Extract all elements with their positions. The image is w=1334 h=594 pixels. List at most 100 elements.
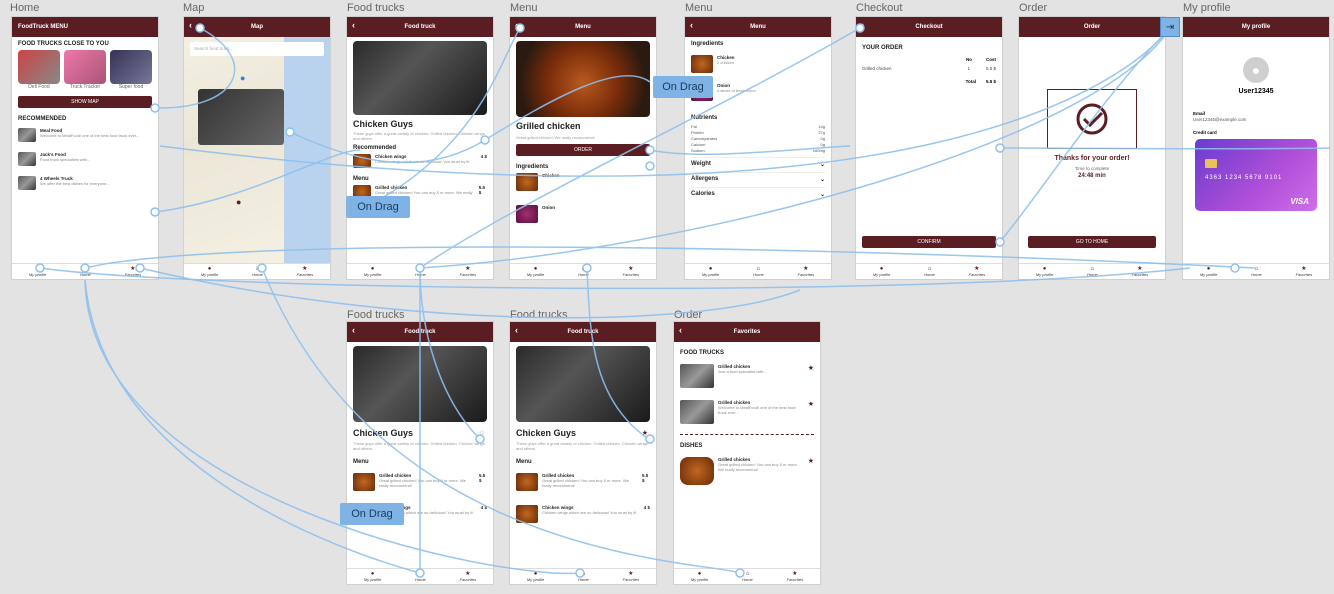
nav-profile[interactable]: ● My profile (1036, 266, 1053, 277)
nav-profile[interactable]: ● My profile (873, 266, 890, 277)
accordion-allergens[interactable]: Allergens ⌄ (691, 172, 825, 183)
dish-desc: Great grilled chicken! We really recomme… (516, 135, 595, 140)
nav-favorites[interactable]: ★ Favorites (787, 571, 803, 582)
nav-home[interactable]: ⌂ Home (742, 571, 753, 582)
nav-profile[interactable]: ● My profile (1200, 266, 1217, 277)
nav-favorites[interactable]: ★ Favorites (297, 266, 313, 277)
nav-profile[interactable]: ● My profile (691, 571, 708, 582)
nav-home[interactable]: ⌂ Home (252, 266, 263, 277)
nav-home[interactable]: ⌂ Home (1251, 266, 1262, 277)
back-icon[interactable]: ‹ (189, 20, 192, 30)
star-outline-icon[interactable]: ☆ (478, 430, 485, 437)
nav-profile[interactable]: ● My profile (29, 266, 46, 277)
truck-photo (353, 346, 487, 422)
back-icon[interactable]: ‹ (515, 325, 518, 335)
ingredient-name: Chicken (542, 173, 560, 179)
nav-label: My profile (526, 271, 545, 277)
nav-home[interactable]: ⌂ Home (578, 266, 589, 277)
nav-label: My profile (701, 271, 720, 277)
fav-dishes-heading: DISHES (680, 443, 703, 449)
map-pin-icon[interactable]: ● (240, 73, 246, 83)
order-item-qty: 1 (967, 66, 970, 71)
nav-favorites[interactable]: ★ Favorites (623, 266, 639, 277)
nav-favorites[interactable]: ★ Favorites (1296, 266, 1312, 277)
list-item[interactable]: Meal Food Welcome to MealFood! one of the… (18, 128, 152, 142)
back-icon[interactable]: ‹ (690, 20, 693, 30)
map-canvas[interactable]: Search food truck... ● ● (184, 37, 330, 263)
nav-home[interactable]: ⌂ Home (924, 266, 935, 277)
back-icon[interactable]: ‹ (352, 20, 355, 30)
nav-home[interactable]: ⌂ Home (1087, 266, 1098, 277)
star-filled-icon[interactable]: ★ (641, 430, 648, 437)
nav-home[interactable]: ⌂ Home (753, 266, 764, 277)
list-item[interactable]: 4 Wheels Truck We offer the best dishes f… (18, 176, 152, 190)
your-order-heading: YOUR ORDER (862, 45, 903, 51)
confirm-button[interactable]: CONFIRM (862, 236, 996, 248)
star-icon[interactable]: ★ (807, 401, 814, 408)
nav-favorites[interactable]: ★ Favorites (798, 266, 814, 277)
nav-label: Home (742, 576, 753, 582)
order-button[interactable]: ORDER (516, 144, 650, 157)
ingredient-thumbnail (516, 173, 538, 192)
truck-desc: These guys offer a great variety of chic… (353, 131, 485, 142)
nav-favorites[interactable]: ★ Favorites (969, 266, 985, 277)
nav-favorites[interactable]: ★ Favorites (1132, 266, 1148, 277)
profile-screen: My profile ● User12345 Email User12345@e… (1183, 17, 1329, 279)
truck-card[interactable]: Deli Food (18, 50, 60, 90)
nav-home[interactable]: ⌂ Home (415, 266, 426, 277)
accordion-calories[interactable]: Calories ⌄ (691, 187, 825, 198)
dish-thumbnail (353, 473, 375, 492)
back-icon[interactable]: ‹ (515, 20, 518, 30)
nav-favorites[interactable]: ★ Favorites (460, 571, 476, 582)
menu-item[interactable]: Grilled chicken Great grilled chicken! Yo… (516, 473, 650, 492)
nav-home[interactable]: ⌂ Home (415, 571, 426, 582)
fav-item[interactable]: Grilled chicken Great grilled chicken! Yo… (680, 457, 814, 485)
back-icon[interactable]: ‹ (861, 20, 864, 30)
nav-label: Home (80, 271, 91, 277)
nav-label: Favorites (124, 271, 142, 277)
star-icon[interactable]: ★ (807, 365, 814, 372)
foodtruck-screen-2: ‹ Food truck Chicken Guys ☆ These guys off… (347, 322, 493, 584)
nav-favorites[interactable]: ★ Favorites (125, 266, 141, 277)
credit-card[interactable]: 4363 1234 5678 9101 VISA (1195, 139, 1317, 211)
truck-card[interactable]: Super food (110, 50, 152, 90)
nav-profile[interactable]: ● My profile (201, 266, 218, 277)
nav-profile[interactable]: ● My profile (527, 266, 544, 277)
logout-icon[interactable]: ⇥ (1160, 17, 1180, 37)
star-icon[interactable]: ★ (807, 458, 814, 465)
nav-profile[interactable]: ● My profile (527, 571, 544, 582)
dish-price: 5.5 $ (478, 185, 485, 196)
nav-label: Favorites (622, 576, 640, 582)
nav-profile[interactable]: ● My profile (364, 266, 381, 277)
fav-item[interactable]: Grilled chicken Just a food specialist wi… (680, 364, 814, 388)
recommended-heading: Recommended (353, 145, 397, 152)
show-map-button[interactable]: SHOW MAP (18, 96, 152, 108)
nav-profile[interactable]: ● My profile (364, 571, 381, 582)
back-icon[interactable]: ‹ (679, 325, 682, 335)
header-title: Checkout (915, 24, 943, 30)
fav-item[interactable]: Grilled chicken Welcome to MealFood! one … (680, 400, 814, 424)
home-title: FoodTruck MENU (18, 24, 69, 30)
nutrient-row: Calcium 0g (691, 142, 825, 147)
frame-label-profile: My profile (1183, 2, 1231, 14)
nav-favorites[interactable]: ★ Favorites (623, 571, 639, 582)
nav-profile[interactable]: ● My profile (702, 266, 719, 277)
home-header: FoodTruck MENU (12, 17, 158, 37)
star-icon: ★ (792, 571, 798, 577)
nav-home[interactable]: ⌂ Home (578, 571, 589, 582)
header-title: Menu (750, 24, 766, 30)
list-item[interactable]: Jack's Food Food truck specialties with..… (18, 152, 152, 166)
map-pin-icon[interactable]: ● (236, 197, 242, 207)
nav-favorites[interactable]: ★ Favorites (460, 266, 476, 277)
menu-item[interactable]: Grilled chicken Great grilled chicken! Yo… (353, 473, 487, 492)
accordion-weight[interactable]: Weight ⌄ (691, 157, 825, 168)
back-icon[interactable]: ‹ (352, 325, 355, 335)
truck-card[interactable]: Truck Tracker (64, 50, 106, 90)
nav-home[interactable]: ⌂ Home (80, 266, 91, 277)
truck-popup-image[interactable] (198, 89, 284, 145)
nav-label: Favorites (1295, 271, 1313, 277)
go-home-button[interactable]: GO TO HOME (1028, 236, 1156, 248)
search-input[interactable]: Search food truck... (190, 42, 324, 56)
